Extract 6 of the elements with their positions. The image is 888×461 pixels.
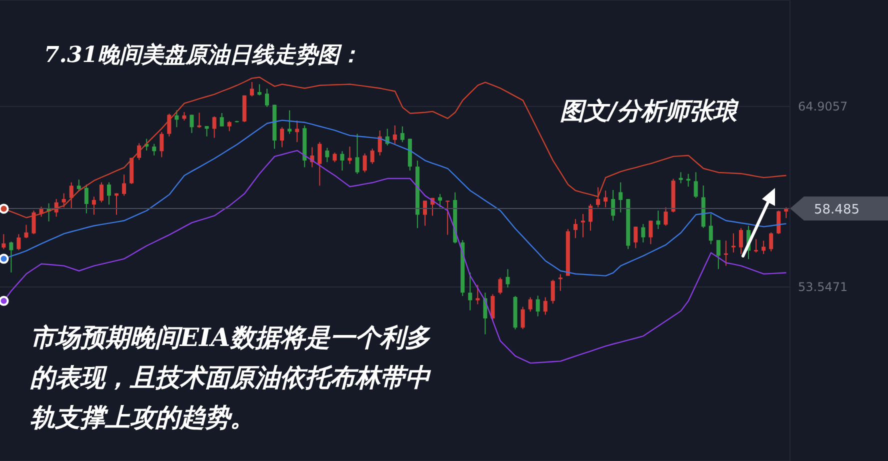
y-tick-label: 53.5471	[798, 280, 848, 294]
annotation: 图文/分析师张琅	[560, 95, 737, 127]
text: 7.31晚间美盘原油日线走势图：	[44, 41, 362, 70]
ref-line-label: 58.485	[814, 202, 860, 218]
y-tick-label: 64.9057	[798, 100, 848, 114]
annotation: 市场预期晚间EIA数据将是一个利多的表现，且技术面原油依托布林带中轨支撑上攻的趋势。	[30, 322, 432, 434]
